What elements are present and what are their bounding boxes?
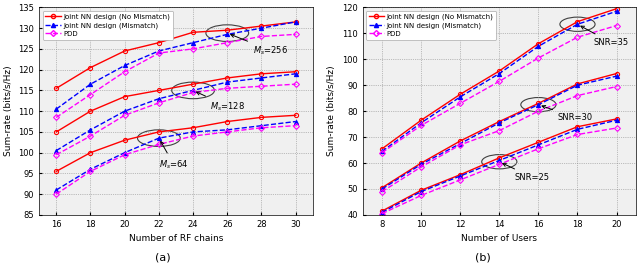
Text: $M_s$=64: $M_s$=64 — [159, 141, 189, 171]
Text: (b): (b) — [476, 252, 491, 262]
X-axis label: Number of RF chains: Number of RF chains — [129, 234, 223, 243]
Y-axis label: Sum-rate (bits/s/Hz): Sum-rate (bits/s/Hz) — [327, 66, 337, 156]
Text: SNR=35: SNR=35 — [581, 26, 628, 47]
Legend: Joint NN design (No Mismatch), Joint NN design (Mismatch), PDD: Joint NN design (No Mismatch), Joint NN … — [366, 11, 497, 40]
Legend: Joint NN design (No Mismatch), Joint NN design (Mismatch), PDD: Joint NN design (No Mismatch), Joint NN … — [43, 11, 173, 40]
Text: $M_s$=256: $M_s$=256 — [231, 34, 288, 57]
X-axis label: Number of Users: Number of Users — [461, 234, 538, 243]
Text: SNR=30: SNR=30 — [542, 105, 593, 122]
Text: (a): (a) — [156, 252, 171, 262]
Y-axis label: Sum-rate (bits/s/Hz): Sum-rate (bits/s/Hz) — [4, 66, 13, 156]
Text: $M_s$=128: $M_s$=128 — [196, 92, 245, 113]
Text: SNR=25: SNR=25 — [503, 163, 550, 182]
